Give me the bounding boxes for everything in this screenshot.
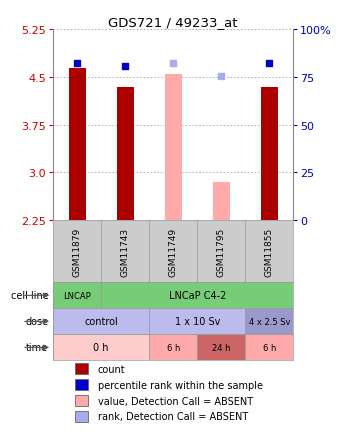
Text: 24 h: 24 h	[212, 343, 230, 352]
Text: percentile rank within the sample: percentile rank within the sample	[97, 380, 263, 390]
Bar	[53, 335, 149, 361]
Bar	[75, 363, 88, 375]
Text: rank, Detection Call = ABSENT: rank, Detection Call = ABSENT	[97, 411, 248, 421]
Bar	[75, 411, 88, 422]
Text: 6 h: 6 h	[167, 343, 180, 352]
Bar	[165, 75, 182, 220]
Bar	[117, 87, 134, 220]
Bar	[53, 283, 101, 309]
Text: LNCAP: LNCAP	[63, 291, 91, 300]
Point	[170, 60, 176, 67]
Text: 4 x 2.5 Sv: 4 x 2.5 Sv	[249, 317, 290, 326]
Bar	[101, 283, 293, 309]
Bar	[197, 335, 245, 361]
Point	[267, 60, 272, 67]
Title: GDS721 / 49233_at: GDS721 / 49233_at	[108, 16, 238, 29]
Bar	[245, 309, 293, 335]
Bar	[149, 309, 245, 335]
Text: GSM11855: GSM11855	[265, 227, 274, 276]
Bar	[261, 87, 278, 220]
Point	[218, 73, 224, 80]
Text: cell line: cell line	[11, 291, 48, 301]
Bar	[75, 395, 88, 406]
Text: count: count	[97, 364, 125, 374]
Point	[122, 63, 128, 70]
Bar	[213, 182, 230, 220]
Bar	[69, 69, 86, 220]
Text: 0 h: 0 h	[93, 342, 109, 352]
Text: 1 x 10 Sv: 1 x 10 Sv	[175, 317, 220, 327]
Text: GSM11749: GSM11749	[169, 227, 178, 276]
Text: 6 h: 6 h	[263, 343, 276, 352]
Text: LNCaP C4-2: LNCaP C4-2	[168, 291, 226, 301]
Text: control: control	[84, 317, 118, 327]
Bar	[149, 335, 197, 361]
Text: dose: dose	[25, 317, 48, 327]
Point	[74, 60, 80, 67]
Text: GSM11743: GSM11743	[121, 227, 130, 276]
Bar	[75, 379, 88, 390]
Text: time: time	[26, 342, 48, 352]
Bar	[53, 309, 149, 335]
Text: value, Detection Call = ABSENT: value, Detection Call = ABSENT	[97, 396, 253, 406]
Bar	[245, 335, 293, 361]
Text: GSM11795: GSM11795	[217, 227, 226, 276]
Text: GSM11879: GSM11879	[73, 227, 82, 276]
